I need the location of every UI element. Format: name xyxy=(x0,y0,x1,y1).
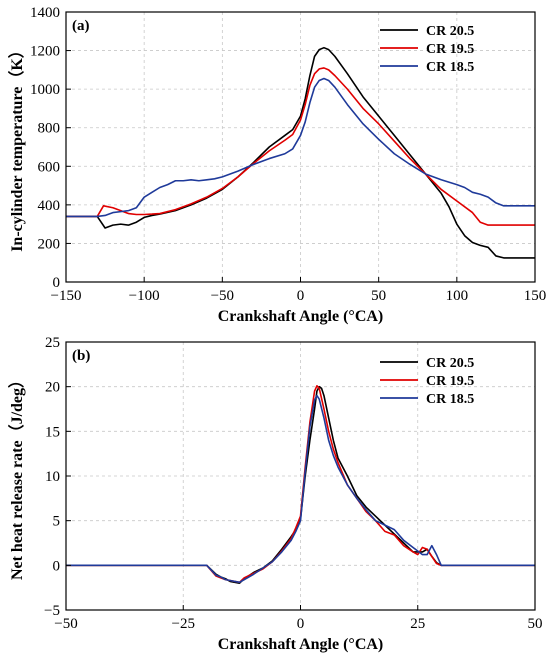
y-tick-label: 15 xyxy=(45,424,60,440)
y-tick-label: −5 xyxy=(44,603,60,619)
y-tick-label: 400 xyxy=(38,198,61,214)
legend: CR 20.5 CR 19.5 CR 18.5 xyxy=(380,356,474,407)
legend-entry-label: CR 19.5 xyxy=(426,42,474,57)
y-tick-label: 5 xyxy=(53,514,61,530)
grid-lines xyxy=(66,12,535,282)
legend-entry-label: CR 18.5 xyxy=(426,60,474,75)
y-tick-label: 1000 xyxy=(30,82,60,98)
y-tick-label: 0 xyxy=(53,558,61,574)
series-line-cr-18.5 xyxy=(66,394,535,584)
series-line-cr-19.5 xyxy=(66,67,535,226)
x-tick-label: 50 xyxy=(371,288,386,304)
x-tick-label: 50 xyxy=(528,616,543,632)
panel-a-temperature-chart: −150 −100 −50 0 50 100 150 0 200 400 600 800 1000 120… xyxy=(8,5,546,325)
y-tick-label: 20 xyxy=(45,380,60,396)
x-axis-title: Crankshaft Angle (°CA) xyxy=(218,308,384,325)
series-line-cr-20.5 xyxy=(66,385,535,584)
legend-entry-label: CR 18.5 xyxy=(426,392,474,407)
y-tick-label: 25 xyxy=(45,335,60,351)
x-tick-label: −100 xyxy=(129,288,160,304)
y-axis-title: Net heat release rate（J/deg） xyxy=(8,372,26,580)
x-tick-label: −50 xyxy=(54,616,77,632)
y-tick-label: 200 xyxy=(38,236,61,252)
x-tick-label: 0 xyxy=(297,616,305,632)
series-line-cr-18.5 xyxy=(66,77,535,218)
y-tick-label: 10 xyxy=(45,469,60,485)
legend: CR 20.5 CR 19.5 CR 18.5 xyxy=(380,24,474,75)
legend-entry-label: CR 20.5 xyxy=(426,24,474,39)
series-line-cr-20.5 xyxy=(66,46,535,259)
x-tick-label: −150 xyxy=(51,288,82,304)
legend-entry-label: CR 20.5 xyxy=(426,356,474,371)
y-tick-label: 0 xyxy=(53,275,61,291)
y-tick-label: 1400 xyxy=(30,5,60,21)
x-tick-label: 0 xyxy=(297,288,305,304)
x-tick-label: 25 xyxy=(410,616,425,632)
x-tick-label: 150 xyxy=(524,288,547,304)
panel-label: (a) xyxy=(72,18,90,34)
panel-label: (b) xyxy=(72,348,90,364)
legend-entry-label: CR 19.5 xyxy=(426,374,474,389)
x-tick-label: −25 xyxy=(172,616,195,632)
x-axis-title: Crankshaft Angle (°CA) xyxy=(218,636,384,653)
y-tick-label: 800 xyxy=(38,121,61,137)
x-tick-label: −50 xyxy=(211,288,234,304)
y-tick-label: 600 xyxy=(38,159,61,175)
x-tick-label: 100 xyxy=(446,288,469,304)
y-tick-label: 1200 xyxy=(30,44,60,60)
y-axis-title: In-cylinder temperature（K） xyxy=(8,42,26,252)
